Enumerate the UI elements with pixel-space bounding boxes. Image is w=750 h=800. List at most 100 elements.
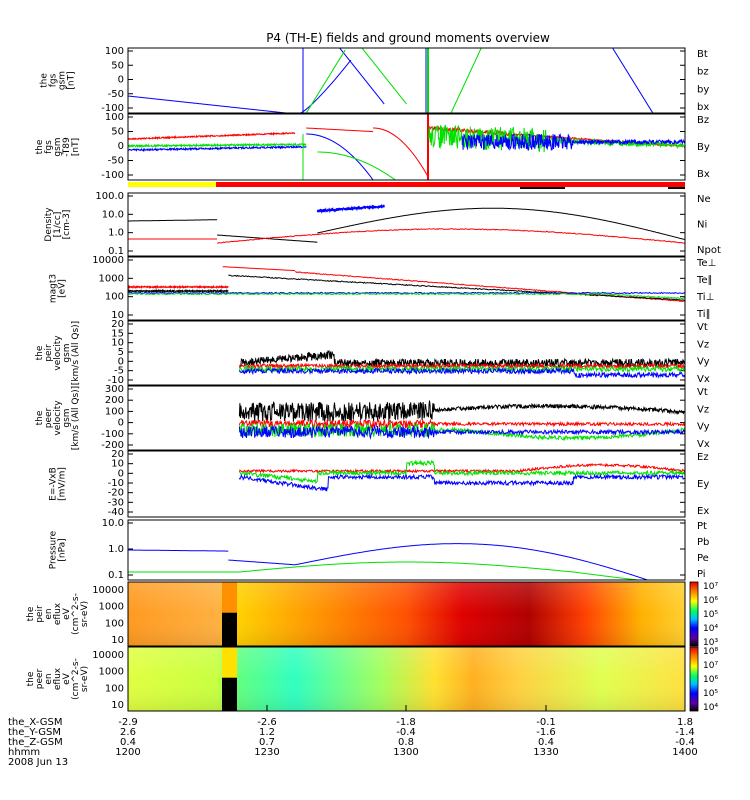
status-bar-segment bbox=[520, 187, 565, 189]
panel-fgs_t89: the fgs gsm -T89 [nT] 100 50 0 -50 -100 Bz By Bx bbox=[35, 112, 710, 181]
y-tick-label: 1000 bbox=[99, 667, 124, 678]
y-axis-label: eV bbox=[62, 607, 72, 620]
x-tick-label: 2.6 bbox=[120, 727, 136, 738]
y-tick-label: 1000 bbox=[99, 273, 124, 284]
x-tick-label: -0.4 bbox=[675, 737, 695, 748]
x-tick-label: 1230 bbox=[254, 747, 279, 758]
x-tick-label: -2.6 bbox=[257, 717, 277, 728]
legend-entry: Ex bbox=[697, 506, 709, 517]
y-tick-label: -100 bbox=[101, 103, 124, 114]
y-axis-label: gsm bbox=[62, 343, 72, 362]
series-line bbox=[127, 131, 296, 141]
y-tick-label: -30 bbox=[108, 497, 124, 508]
panel-frame bbox=[127, 581, 686, 647]
y-axis-label: Density bbox=[44, 207, 54, 242]
panel-peir_vel: the peir velocity gsm [km/s (All Qs)] 2015105… bbox=[35, 319, 710, 386]
y-axis-label: eflux bbox=[53, 667, 63, 690]
y-tick-label: 1.0 bbox=[108, 228, 124, 239]
y-tick-label: 200 bbox=[105, 395, 124, 406]
data-gap bbox=[222, 677, 237, 711]
legend-entry: Vx bbox=[697, 374, 710, 385]
legend-entry: Pt bbox=[697, 521, 707, 532]
y-tick-label: 0 bbox=[118, 75, 124, 86]
y-axis-label: the bbox=[26, 671, 36, 686]
series-line bbox=[300, 59, 352, 114]
legend-entry: Vt bbox=[697, 322, 708, 333]
series-line bbox=[317, 207, 686, 241]
status-bar-segment bbox=[216, 182, 685, 187]
series-line bbox=[305, 49, 346, 114]
y-axis-label: fgs bbox=[49, 73, 59, 87]
y-axis-label: fgs bbox=[44, 140, 54, 154]
legend-entry: Ne bbox=[697, 194, 711, 205]
series-line bbox=[222, 266, 296, 272]
series-line bbox=[461, 132, 686, 152]
x-tick-label: 1330 bbox=[533, 747, 558, 758]
y-axis-label: -T89 bbox=[62, 137, 72, 157]
y-tick-label: 100 bbox=[105, 618, 124, 629]
y-tick-label: 10000 bbox=[92, 255, 124, 266]
y-axis-label: sr-eV) bbox=[80, 601, 90, 627]
y-tick-label: 100 bbox=[105, 112, 124, 123]
y-tick-label: 0.1 bbox=[108, 246, 124, 257]
y-tick-label: 5 bbox=[118, 347, 124, 358]
series-line bbox=[228, 543, 685, 581]
series-line bbox=[127, 288, 229, 294]
y-tick-label: -10 bbox=[108, 478, 124, 489]
y-axis-label: [1/cc] bbox=[53, 212, 63, 238]
x-tick-label: 1.8 bbox=[677, 717, 693, 728]
panel-frame bbox=[127, 192, 686, 257]
legend-entry: Vy bbox=[697, 357, 710, 368]
y-axis-label: [km/s (All Qs)] bbox=[71, 386, 81, 450]
series-line bbox=[373, 127, 430, 179]
y-tick-label: 20 bbox=[111, 449, 124, 460]
y-axis-label: [nT] bbox=[71, 138, 81, 156]
y-axis-label: eV bbox=[62, 672, 72, 685]
y-axis-label: en bbox=[44, 608, 54, 619]
legend-entry: Vt bbox=[697, 387, 708, 398]
panel-frame bbox=[127, 450, 686, 518]
y-axis-label: [nT] bbox=[67, 71, 77, 89]
legend-entry: Vy bbox=[697, 422, 710, 433]
data-gap bbox=[222, 612, 237, 646]
y-tick-label: -50 bbox=[108, 156, 124, 167]
y-tick-label: 100 bbox=[105, 292, 124, 303]
series-line bbox=[612, 47, 658, 114]
y-tick-label: 50 bbox=[111, 127, 124, 138]
panel-temp: magt3 [eV] 10000 1000 100 10 Te⊥ Te∥ Ti⊥ Ti∥ bbox=[49, 255, 717, 321]
colorbar bbox=[689, 646, 699, 712]
series-line bbox=[238, 473, 686, 492]
date-label: 2008 Jun 13 bbox=[8, 757, 68, 768]
y-tick-label: 10 bbox=[111, 700, 124, 711]
series-line bbox=[317, 151, 401, 181]
panel-pressure: Pressure [nPa] 10.0 1.0 0.1 Pt Pb Pe Pi bbox=[49, 518, 710, 581]
y-tick-label: 10 bbox=[111, 338, 124, 349]
legend-entry: bz bbox=[697, 67, 709, 78]
y-tick-label: 10 bbox=[111, 459, 124, 470]
legend-entry: Vx bbox=[697, 439, 710, 450]
panel-peer_vel: the peer velocity gsm [km/s (All Qs)] 3002001… bbox=[35, 384, 710, 451]
y-tick-label: 10.0 bbox=[102, 518, 124, 529]
y-tick-label: -40 bbox=[108, 507, 124, 518]
series-line bbox=[316, 203, 385, 215]
legend-entry: Ni bbox=[697, 220, 707, 231]
x-tick-label: 0.8 bbox=[398, 737, 414, 748]
x-tick-label: -0.1 bbox=[536, 717, 556, 728]
legend-entry: Bz bbox=[697, 115, 709, 126]
panel-peer_spec: the peer en eflux eV (cm^2-s-sr-eV)10000 1000 1… bbox=[26, 646, 718, 713]
series-line bbox=[128, 95, 296, 114]
y-tick-label: 15 bbox=[111, 328, 124, 339]
y-axis-label: velocity bbox=[53, 335, 63, 371]
panel-frame bbox=[127, 47, 686, 114]
x-axis-row-label: the_X-GSM bbox=[8, 717, 62, 728]
legend-entry: Te∥ bbox=[696, 275, 713, 286]
colorbar-tick-label: 10⁷ bbox=[703, 661, 718, 671]
series-line bbox=[127, 284, 229, 290]
x-tick-label: -1.4 bbox=[675, 727, 695, 738]
y-axis-label: [cm-3] bbox=[62, 210, 72, 240]
x-axis-row-label: the_Z-GSM bbox=[8, 737, 63, 748]
y-tick-label: 10000 bbox=[92, 650, 124, 661]
colorbar-tick-label: 10⁷ bbox=[703, 582, 718, 592]
series-line bbox=[127, 144, 307, 153]
